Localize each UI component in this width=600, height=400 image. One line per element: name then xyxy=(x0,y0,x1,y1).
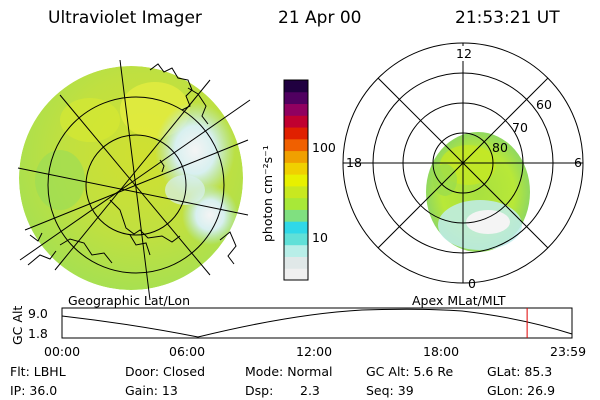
status-mode: Mode: Normal xyxy=(245,364,333,379)
coastlines xyxy=(27,63,237,266)
colorbar xyxy=(283,79,309,281)
colorbar-segment xyxy=(284,268,308,281)
mlat-label-60: 60 xyxy=(536,97,552,112)
app-title: Ultraviolet Imager xyxy=(48,8,202,28)
geo-grid xyxy=(17,59,251,301)
mag-panel-label: Apex MLat/MLT xyxy=(412,293,506,308)
time-label: 21:53:21 UT xyxy=(455,8,560,28)
mlat-label-70: 70 xyxy=(512,120,528,135)
status-dsp-value: 2.3 xyxy=(300,383,320,398)
colorbar-segment xyxy=(284,91,308,105)
colorbar-segment xyxy=(284,80,308,93)
colorbar-tick-10: 10 xyxy=(312,230,328,245)
status-ip: IP: 36.0 xyxy=(10,383,58,398)
mlt-label-6: 6 xyxy=(574,155,582,170)
colorbar-segment xyxy=(284,232,308,246)
alt-curve xyxy=(61,308,573,338)
status-door: Door: Closed xyxy=(125,364,206,379)
status-flt: Flt: LBHL xyxy=(10,364,66,379)
status-gc-alt: GC Alt: 5.6 Re xyxy=(366,364,454,379)
alt-ylabel: GC Alt xyxy=(10,305,25,345)
alt-plot-frame xyxy=(61,307,573,339)
mlt-label-0: 0 xyxy=(468,276,476,291)
colorbar-tick-100: 100 xyxy=(312,140,336,155)
geo-panel-label: Geographic Lat/Lon xyxy=(68,293,190,308)
alt-xtick-4: 23:59 xyxy=(550,344,587,359)
colorbar-segment xyxy=(284,115,308,128)
alt-ymax: 9.0 xyxy=(28,306,48,321)
mlt-label-12: 12 xyxy=(456,46,472,61)
colorbar-segment xyxy=(284,197,308,210)
colorbar-segment xyxy=(284,185,308,199)
mlt-label-18: 18 xyxy=(346,155,362,170)
aurora-oval xyxy=(426,132,530,252)
colorbar-segment xyxy=(284,103,308,116)
colorbar-segment xyxy=(284,221,308,234)
status-glon: GLon: 26.9 xyxy=(487,383,556,398)
colorbar-segment xyxy=(284,162,308,175)
status-gain: Gain: 13 xyxy=(125,383,178,398)
status-dsp-label: Dsp: xyxy=(245,383,274,398)
colorbar-segment xyxy=(284,138,308,152)
alt-ymin: 1.8 xyxy=(28,326,48,341)
colorbar-segment xyxy=(284,127,308,140)
colorbar-segment xyxy=(284,244,308,257)
altitude-plot xyxy=(61,307,573,339)
alt-xtick-3: 18:00 xyxy=(423,344,460,359)
colorbar-segment xyxy=(284,209,308,222)
date-label: 21 Apr 00 xyxy=(278,8,362,28)
mlat-label-80: 80 xyxy=(492,140,508,155)
alt-xtick-2: 12:00 xyxy=(296,344,333,359)
colorbar-segment xyxy=(284,150,308,163)
alt-xtick-0: 00:00 xyxy=(44,344,81,359)
colorbar-segment xyxy=(284,174,308,187)
polar-grid xyxy=(342,42,584,284)
status-glat: GLat: 85.3 xyxy=(487,364,553,379)
alt-xtick-1: 06:00 xyxy=(169,344,206,359)
colorbar-segment xyxy=(284,256,308,269)
colorbar-frame xyxy=(283,79,309,281)
status-seq: Seq: 39 xyxy=(366,383,414,398)
